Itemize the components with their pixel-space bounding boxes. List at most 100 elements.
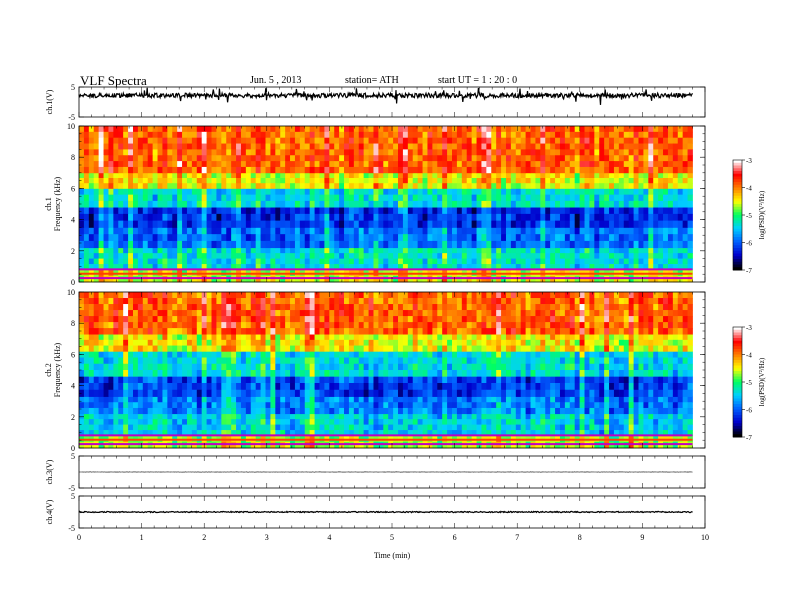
colorbar-step	[733, 173, 742, 177]
heatmap-cell	[623, 149, 630, 156]
heatmap-cell	[383, 413, 389, 420]
heatmap-cell	[559, 396, 566, 403]
heatmap-cell	[201, 247, 208, 254]
heatmap-cell	[486, 240, 492, 249]
heatmap-cell	[510, 143, 517, 150]
heatmap-cell	[108, 131, 114, 139]
heatmap-cell	[309, 413, 315, 420]
heatmap-cell	[653, 253, 659, 259]
heatmap-cell	[520, 194, 527, 202]
heatmap-cell	[501, 178, 507, 184]
heatmap-cell	[677, 383, 684, 391]
heatmap-cell	[142, 424, 149, 431]
heatmap-cell	[319, 188, 325, 196]
heatmap-cell	[137, 172, 144, 179]
heatmap-cell	[368, 258, 374, 265]
heatmap-cell	[358, 220, 365, 228]
heatmap-cell	[334, 240, 340, 249]
heatmap-cell	[231, 264, 237, 270]
heatmap-cell	[79, 188, 85, 196]
heatmap-cell	[113, 188, 119, 196]
heatmap-cell	[491, 407, 497, 415]
heatmap-cell	[329, 383, 335, 391]
heatmap-cell	[285, 166, 291, 174]
heatmap-cell	[432, 194, 438, 202]
heatmap-cell	[250, 430, 257, 436]
heatmap-cell	[353, 149, 360, 156]
heatmap-cell	[265, 376, 271, 384]
heatmap-cell	[584, 149, 590, 156]
heatmap-cell	[432, 376, 438, 384]
heatmap-cell	[437, 258, 443, 265]
heatmap-cell	[378, 194, 384, 202]
heatmap-cell	[240, 258, 247, 265]
heatmap-cell	[132, 183, 139, 189]
heatmap-cell	[398, 240, 404, 249]
heatmap-cell	[452, 131, 458, 139]
heatmap-cell	[667, 258, 674, 265]
heatmap-cell	[240, 131, 247, 139]
heatmap-cell	[98, 155, 104, 162]
heatmap-cell	[579, 227, 585, 235]
heatmap-cell	[128, 253, 134, 259]
heatmap-cell	[505, 258, 512, 265]
heatmap-cell	[422, 253, 428, 259]
heatmap-cell	[525, 419, 531, 425]
heatmap-cell	[461, 126, 468, 133]
heatmap-cell	[191, 172, 198, 179]
heatmap-cell	[299, 166, 306, 174]
heatmap-cell	[304, 383, 311, 391]
heatmap-cell	[452, 383, 458, 391]
heatmap-cell	[677, 166, 684, 174]
heatmap-cell	[481, 253, 487, 259]
heatmap-cell	[285, 376, 291, 384]
heatmap-cell	[437, 234, 443, 242]
heatmap-cell	[339, 407, 345, 415]
heatmap-cell	[299, 143, 306, 150]
heatmap-cell	[182, 253, 188, 259]
heatmap-cell	[255, 207, 261, 215]
heatmap-cell	[231, 126, 237, 133]
heatmap-cell	[623, 166, 630, 174]
heatmap-cell	[162, 264, 168, 270]
heatmap-cell	[299, 161, 306, 168]
heatmap-cell	[476, 200, 482, 208]
heatmap-cell	[113, 194, 119, 202]
heatmap-cell	[83, 258, 90, 265]
heatmap-cell	[201, 137, 208, 144]
heatmap-cell	[128, 258, 134, 265]
heatmap-cell	[609, 240, 615, 249]
heatmap-cell	[186, 430, 193, 436]
heatmap-cell	[442, 264, 448, 270]
heatmap-cell	[648, 213, 654, 222]
heatmap-cell	[633, 149, 639, 156]
heatmap-cell	[196, 220, 203, 228]
heatmap-cell	[672, 200, 679, 208]
y-axis-label: ch.1(V)	[45, 89, 54, 114]
heatmap-cell	[663, 240, 669, 249]
heatmap-cell	[687, 376, 693, 384]
heatmap-cell	[147, 161, 154, 168]
heatmap-cell	[427, 188, 433, 196]
heatmap-cell	[589, 419, 595, 425]
heatmap-cell	[550, 172, 556, 179]
heatmap-cell	[304, 430, 311, 436]
heatmap-cell	[486, 178, 492, 184]
heatmap-cell	[275, 213, 281, 222]
colorbar-tick-label: -7	[746, 267, 752, 275]
heatmap-cell	[83, 419, 90, 425]
heatmap-cell	[236, 253, 242, 259]
heatmap-cell	[643, 430, 649, 436]
heatmap-cell	[113, 137, 119, 144]
heatmap-cell	[672, 419, 679, 425]
heatmap-cell	[236, 424, 242, 431]
heatmap-cell	[594, 166, 600, 174]
heatmap-cell	[152, 137, 158, 144]
heatmap-cell	[373, 407, 379, 415]
heatmap-cell	[491, 424, 497, 431]
heatmap-cell	[515, 220, 522, 228]
heatmap-cell	[584, 227, 590, 235]
heatmap-cell	[481, 419, 487, 425]
heatmap-cell	[240, 402, 247, 409]
heatmap-cell	[162, 419, 168, 425]
